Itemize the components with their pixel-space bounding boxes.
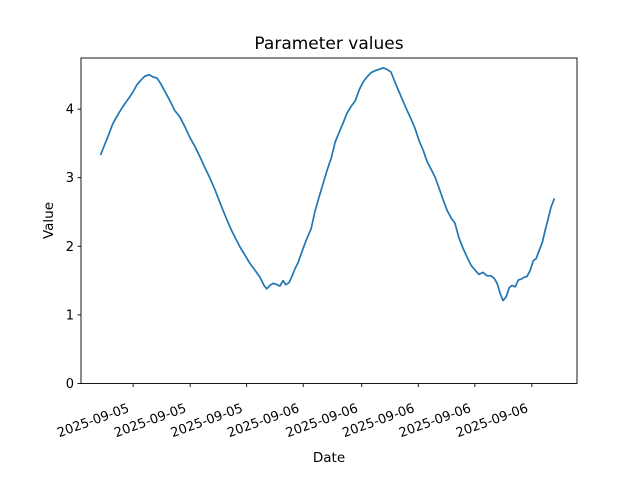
x-axis-label: Date [313, 450, 345, 466]
y-tick-label: 1 [66, 308, 74, 323]
parameter-series-line [99, 67, 556, 302]
y-tick-label: 0 [66, 377, 74, 392]
axes-group: 012342025-09-052025-09-052025-09-052025-… [55, 57, 578, 441]
chart-title: Parameter values [254, 34, 403, 54]
plot-frame [80, 57, 578, 384]
y-tick-label: 4 [66, 103, 74, 118]
y-axis-label: Value [41, 202, 57, 239]
y-tick-label: 3 [66, 171, 74, 186]
y-tick-label: 2 [66, 240, 74, 255]
